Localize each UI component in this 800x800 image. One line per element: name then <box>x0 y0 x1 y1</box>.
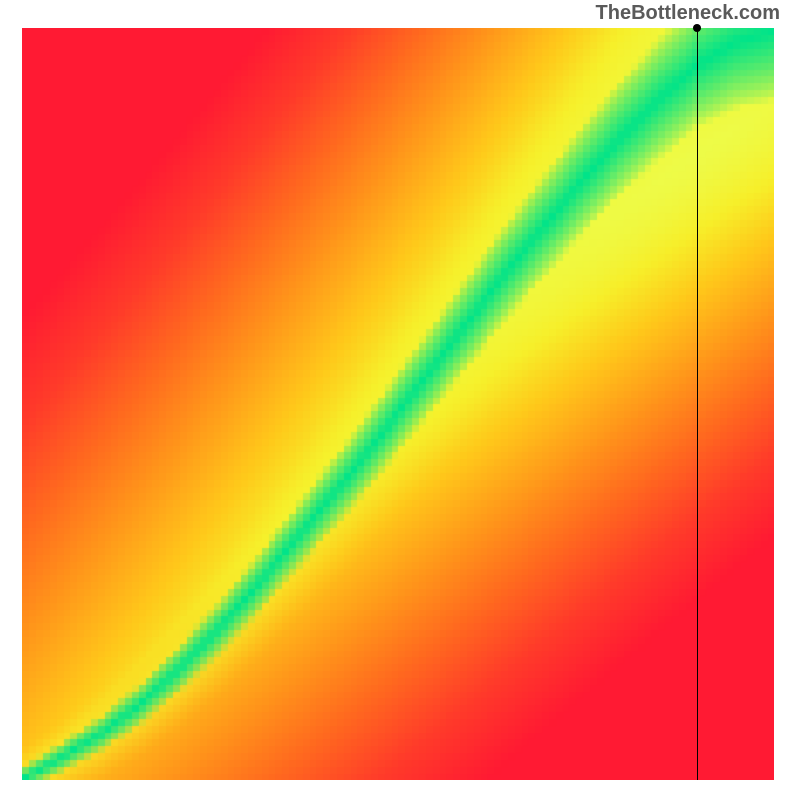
plot-area <box>22 28 774 780</box>
heatmap-canvas <box>22 28 774 780</box>
chart-container: TheBottleneck.com <box>0 0 800 800</box>
attribution-text: TheBottleneck.com <box>596 2 780 25</box>
vertical-marker-line <box>697 28 698 780</box>
marker-dot <box>693 24 701 32</box>
